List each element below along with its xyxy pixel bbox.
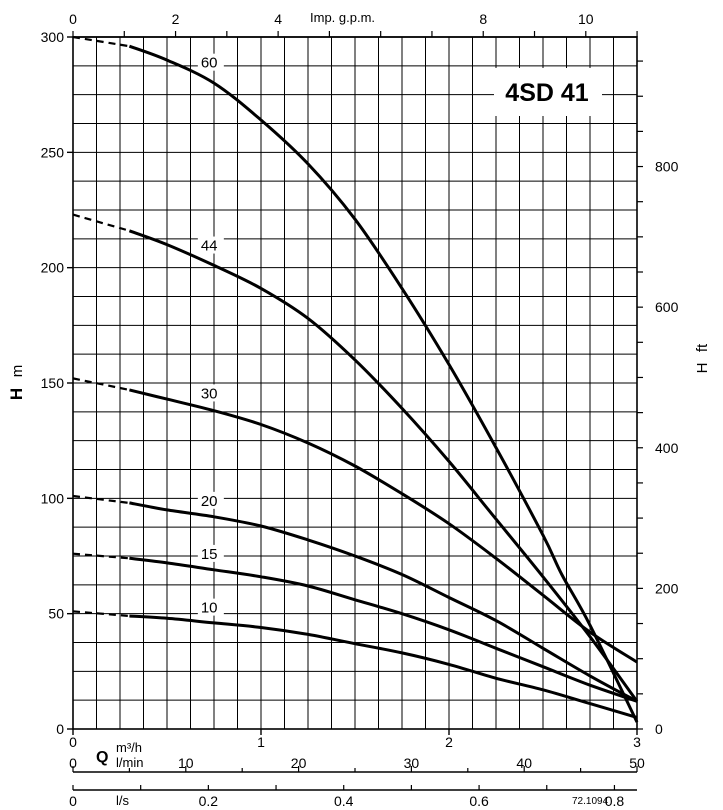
curve-extension-30 bbox=[72, 377, 130, 391]
y-right-tick-label: 0 bbox=[655, 721, 663, 737]
x-m3h-unit: m³/h bbox=[116, 740, 142, 755]
curve-label-20: 20 bbox=[201, 493, 218, 510]
y-left-symbol: H bbox=[7, 388, 26, 400]
x-ls-tick-label: 0.8 bbox=[605, 793, 625, 809]
curve-extension-15 bbox=[72, 552, 130, 560]
curve-30 bbox=[129, 388, 638, 664]
chart-code: 72.1094 bbox=[572, 796, 609, 807]
grid bbox=[72, 36, 638, 730]
curve-label-44: 44 bbox=[201, 238, 218, 255]
y-right-axis-title: H ft bbox=[694, 343, 711, 373]
x-ls-tick-label: 0.2 bbox=[199, 793, 219, 809]
y-right-tick-label: 400 bbox=[655, 440, 679, 456]
y-left-axis-title: H m bbox=[7, 365, 26, 400]
x-lmin-tick-label: 20 bbox=[291, 755, 307, 771]
x-lmin-tick-label: 10 bbox=[178, 755, 194, 771]
curve-label-bg-20 bbox=[197, 491, 224, 509]
x-m3h-tick-label: 2 bbox=[445, 734, 453, 750]
x-top-tick-label: 0 bbox=[69, 11, 77, 27]
x-top-tick-label: 4 bbox=[274, 11, 282, 27]
curve-label-bg-60 bbox=[197, 53, 224, 71]
x-lmin-tick-label: 40 bbox=[516, 755, 532, 771]
curve-label-15: 15 bbox=[201, 546, 218, 563]
curve-label-bg-30 bbox=[197, 384, 224, 402]
x-ls-tick-label: 0 bbox=[69, 793, 77, 809]
y-left-tick-label: 100 bbox=[41, 490, 65, 506]
y-right-tick-label: 600 bbox=[655, 299, 679, 315]
curve-10 bbox=[129, 614, 638, 719]
y-left-tick-label: 150 bbox=[41, 375, 65, 391]
curve-extension-60 bbox=[72, 35, 130, 48]
x-top-tick-label: 10 bbox=[578, 11, 594, 27]
y-left-tick-label: 0 bbox=[56, 721, 64, 737]
y-right-tick-label: 800 bbox=[655, 159, 679, 175]
x-top-tick-label: 2 bbox=[172, 11, 180, 27]
x-m3h-tick-label: 3 bbox=[633, 734, 641, 750]
curve-label-10: 10 bbox=[201, 600, 218, 617]
curve-label-bg-15 bbox=[197, 544, 224, 562]
curve-label-60: 60 bbox=[201, 55, 218, 72]
curve-15 bbox=[129, 556, 638, 703]
chart-title: 4SD 41 bbox=[505, 79, 588, 107]
y-left-tick-label: 250 bbox=[41, 144, 65, 160]
curve-extension-10 bbox=[72, 610, 130, 618]
x-axis-symbol: Q bbox=[96, 749, 108, 766]
curve-20 bbox=[129, 501, 638, 703]
title-box bbox=[494, 68, 602, 116]
x-lmin-tick-label: 0 bbox=[69, 755, 77, 771]
y-right-symbol: H bbox=[694, 363, 711, 374]
curve-label-30: 30 bbox=[201, 385, 218, 402]
y-right-unit: ft bbox=[694, 343, 711, 352]
y-left-unit: m bbox=[9, 365, 26, 378]
x-top-tick-label: 8 bbox=[479, 11, 487, 27]
curve-44 bbox=[128, 229, 639, 703]
curve-extension-20 bbox=[72, 494, 130, 505]
x-lmin-tick-label: 30 bbox=[404, 755, 420, 771]
curve-60 bbox=[128, 44, 639, 723]
curves: 60 44 30 20 15 10 bbox=[72, 35, 639, 723]
x-top-axis-title: Imp. g.p.m. bbox=[310, 10, 375, 25]
y-left-tick-label: 300 bbox=[41, 29, 65, 45]
x-lmin-unit: l/min bbox=[116, 755, 143, 770]
x-m3h-tick-label: 1 bbox=[257, 734, 265, 750]
y-left-tick-label: 200 bbox=[41, 260, 65, 276]
curve-label-bg-44 bbox=[197, 236, 224, 254]
x-ls-tick-label: 0.4 bbox=[334, 793, 354, 809]
y-left-tick-label: 50 bbox=[48, 606, 64, 622]
curve-label-bg-10 bbox=[197, 598, 224, 616]
curve-extension-44 bbox=[72, 213, 130, 232]
x-m3h-tick-label: 0 bbox=[69, 734, 77, 750]
x-lmin-tick-label: 50 bbox=[629, 755, 645, 771]
x-ls-unit: l/s bbox=[116, 793, 130, 808]
y-right-tick-label: 200 bbox=[655, 580, 679, 596]
x-ls-tick-label: 0.6 bbox=[469, 793, 489, 809]
